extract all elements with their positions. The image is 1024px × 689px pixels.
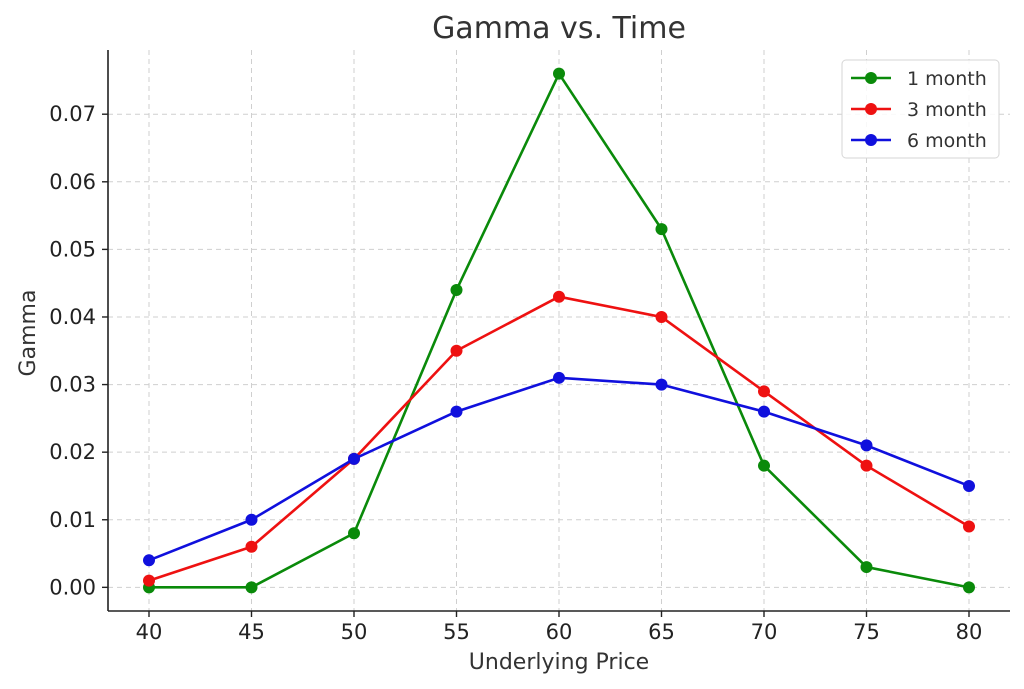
y-tick-label: 0.06	[49, 170, 96, 194]
data-point	[963, 479, 975, 492]
y-tick-label: 0.01	[49, 508, 96, 532]
legend: 1 month 3 month 6 month	[841, 59, 1000, 159]
legend-item: 6 month	[851, 130, 987, 152]
data-point	[553, 371, 565, 384]
data-point	[348, 527, 360, 540]
legend-marker	[865, 134, 877, 146]
data-point	[348, 452, 360, 465]
data-point	[450, 405, 463, 418]
data-point	[450, 283, 463, 296]
y-tick-label: 0.04	[49, 305, 96, 329]
y-axis-label: Gamma	[16, 290, 41, 377]
y-tick-label: 0.05	[49, 237, 96, 261]
y-tick-label: 0.00	[49, 575, 96, 599]
data-point	[553, 290, 565, 303]
data-point	[245, 581, 258, 594]
data-point	[963, 520, 975, 533]
data-point	[758, 405, 770, 418]
x-tick-label: 55	[443, 620, 470, 644]
legend-label: 3 month	[907, 99, 987, 121]
legend-box	[841, 59, 1000, 159]
data-point	[450, 344, 463, 357]
series-3-month	[143, 290, 975, 587]
data-point	[655, 223, 668, 236]
x-tick-label: 75	[853, 620, 880, 644]
series-6-month	[143, 371, 975, 567]
legend-marker	[865, 103, 877, 115]
y-tick-label: 0.07	[49, 102, 96, 126]
data-point	[758, 459, 770, 472]
x-tick-label: 60	[546, 620, 573, 644]
data-point	[758, 385, 770, 398]
x-tick-label: 65	[648, 620, 675, 644]
data-point	[245, 540, 258, 553]
data-point	[860, 459, 873, 472]
x-tick-label: 80	[956, 620, 983, 644]
data-point	[655, 310, 668, 323]
legend-item: 1 month	[851, 68, 987, 90]
x-tick-label: 70	[751, 620, 778, 644]
legend-item: 3 month	[851, 99, 987, 121]
series-1-month	[143, 67, 975, 594]
legend-label: 1 month	[907, 68, 987, 90]
x-axis-label: Underlying Price	[469, 650, 649, 675]
data-point	[553, 67, 565, 80]
data-point	[143, 554, 155, 567]
chart-title: Gamma vs. Time	[432, 11, 686, 46]
y-tick-label: 0.02	[49, 440, 96, 464]
data-point	[655, 378, 668, 391]
data-point	[860, 561, 873, 574]
data-point	[963, 581, 975, 594]
data-point	[860, 439, 873, 452]
legend-marker	[865, 72, 877, 84]
x-tick-label: 45	[238, 620, 265, 644]
x-tick-label: 40	[136, 620, 163, 644]
ticks: 40 45 50 55 60 65 70 75 80 0.00 0.01 0.02 0.03 0.04 0.…	[49, 102, 982, 644]
x-tick-label: 50	[341, 620, 368, 644]
data-point	[245, 513, 258, 526]
data-point	[143, 574, 155, 587]
series	[143, 67, 975, 594]
legend-label: 6 month	[907, 130, 987, 152]
y-tick-label: 0.03	[49, 373, 96, 397]
